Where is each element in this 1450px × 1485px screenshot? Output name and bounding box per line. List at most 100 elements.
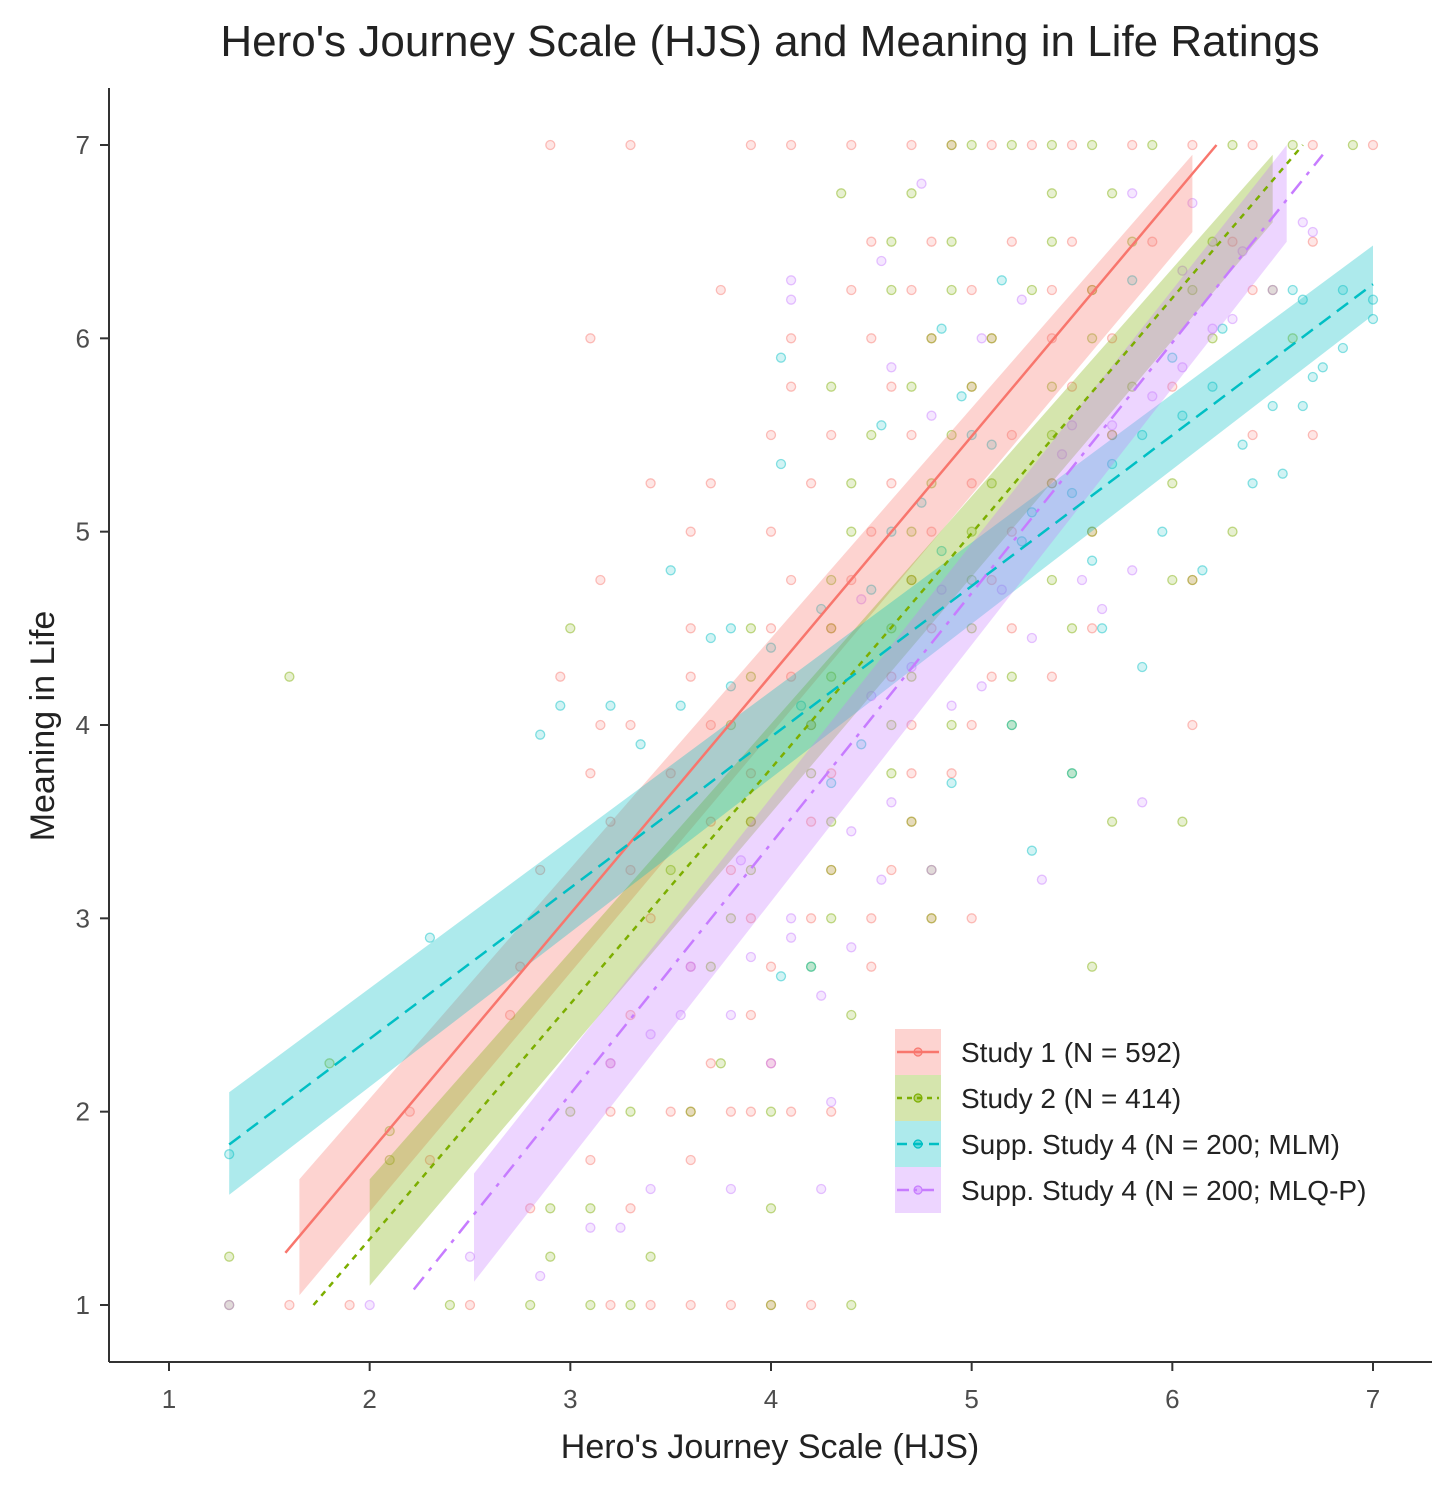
- scatter-point-s2: [826, 913, 837, 924]
- scatter-point-s1: [785, 1106, 797, 1117]
- confidence-band-s3: [229, 245, 1374, 1195]
- scatter-point-s3: [876, 420, 887, 431]
- scatter-point-s2: [324, 1058, 335, 1069]
- scatter-point-s1: [846, 284, 857, 296]
- scatter-point-s2: [826, 381, 837, 392]
- scatter-point-s4: [1177, 362, 1188, 373]
- x-tick-label: 4: [764, 1384, 778, 1414]
- scatter-point-s4: [1207, 323, 1218, 334]
- scatter-point-s2: [886, 768, 897, 779]
- scatter-point-s3: [946, 777, 957, 789]
- scatter-point-s1: [826, 623, 837, 634]
- scatter-point-s1: [1247, 284, 1258, 296]
- scatter-point-s1: [946, 768, 957, 779]
- scatter-point-s1: [785, 574, 797, 586]
- scatter-point-s2: [926, 333, 937, 344]
- scatter-point-s4: [1016, 294, 1027, 305]
- scatter-point-s1: [926, 526, 937, 537]
- scatter-point-s2: [906, 526, 917, 537]
- scatter-point-s4: [916, 178, 927, 189]
- scatter-point-s2: [1106, 816, 1118, 827]
- scatter-point-s4: [1137, 797, 1148, 808]
- scatter-point-s4: [996, 584, 1007, 595]
- scatter-point-s1: [966, 284, 977, 296]
- scatter-point-s4: [886, 797, 897, 808]
- bands-layer: [229, 145, 1374, 1296]
- scatter-point-s2: [966, 623, 977, 634]
- scatter-point-s1: [966, 381, 977, 392]
- scatter-point-s3: [1367, 294, 1379, 305]
- scatter-point-s1: [745, 139, 757, 151]
- fit-line-s3: [228, 283, 1374, 1146]
- scatter-point-s1: [645, 478, 656, 489]
- scatter-point-s2: [826, 816, 837, 827]
- scatter-point-s3: [775, 352, 787, 363]
- scatter-point-s3: [1197, 565, 1208, 576]
- scatter-point-s4: [816, 990, 827, 1001]
- scatter-point-s4: [976, 681, 987, 692]
- scatter-point-s1: [1006, 526, 1017, 537]
- scatter-point-s1: [826, 864, 837, 876]
- legend-point: [913, 1047, 923, 1057]
- y-tick-label: 5: [76, 517, 90, 547]
- scatter-point-s1: [1106, 333, 1118, 344]
- confidence-band-s2: [369, 154, 1273, 1286]
- y-tick-label: 6: [76, 323, 90, 353]
- scatter-point-s1: [1026, 139, 1038, 151]
- scatter-point-s1: [926, 333, 937, 344]
- scatter-point-s2: [1287, 139, 1298, 151]
- scatter-point-s2: [1177, 816, 1188, 827]
- scatter-point-s1: [1307, 236, 1318, 247]
- scatter-point-s1: [1006, 236, 1017, 247]
- scatter-point-s4: [1036, 874, 1048, 885]
- scatter-point-s2: [886, 236, 897, 247]
- scatter-point-s2: [966, 139, 977, 151]
- scatter-point-s3: [1016, 536, 1027, 547]
- x-axis-title: Hero's Journey Scale (HJS): [561, 1428, 979, 1466]
- x-tick-label: 2: [362, 1384, 376, 1414]
- scatter-point-s1: [685, 1299, 696, 1311]
- scatter-point-s1: [1006, 429, 1017, 441]
- scatter-point-s2: [946, 429, 957, 441]
- scatter-point-s3: [856, 739, 867, 750]
- scatter-point-s2: [906, 671, 917, 682]
- scatter-point-s1: [926, 623, 937, 634]
- legend-point: [913, 1093, 923, 1103]
- scatter-point-s3: [775, 971, 787, 982]
- legend-label: Study 1 (N = 592): [961, 1037, 1181, 1068]
- scatter-point-s4: [725, 1183, 737, 1195]
- scatter-point-s2: [1347, 139, 1359, 151]
- scatter-point-s1: [284, 1299, 295, 1311]
- scatter-point-s2: [906, 574, 917, 586]
- scatter-point-s1: [966, 913, 977, 924]
- scatter-point-s1: [1187, 574, 1198, 586]
- scatter-point-s2: [946, 139, 957, 151]
- scatter-point-s2: [645, 1251, 656, 1262]
- ticks-layer: 1 2 3 4 5 6 7 1 2 3 4 5 6 7: [76, 130, 1381, 1414]
- scatter-point-s3: [1277, 468, 1288, 479]
- scatter-point-s1: [525, 1203, 536, 1214]
- scatter-point-s3: [826, 777, 837, 789]
- scatter-point-s3: [535, 729, 546, 740]
- scatter-point-s1: [785, 139, 797, 151]
- scatter-point-s1: [906, 768, 917, 779]
- scatter-point-s4: [645, 1029, 656, 1040]
- scatter-point-s2: [906, 188, 917, 199]
- scatter-point-s3: [555, 700, 566, 711]
- scatter-point-s1: [785, 671, 797, 682]
- legend-point: [913, 1185, 923, 1195]
- scatter-point-s4: [1237, 246, 1248, 257]
- scatter-point-s1: [1247, 429, 1258, 441]
- scatter-point-s2: [846, 1299, 857, 1311]
- scatter-point-s1: [1086, 526, 1098, 537]
- scatter-point-s3: [1167, 352, 1178, 363]
- scatter-point-s1: [725, 864, 737, 876]
- y-tick-label: 3: [76, 903, 90, 933]
- scatter-point-s2: [1086, 139, 1098, 151]
- scatter-point-s1: [745, 1106, 757, 1117]
- scatter-point-s2: [545, 1203, 556, 1214]
- scatter-point-s1: [1187, 139, 1198, 151]
- scatter-point-s1: [926, 913, 937, 924]
- scatter-point-s2: [1227, 139, 1238, 151]
- scatter-point-s3: [1367, 313, 1379, 325]
